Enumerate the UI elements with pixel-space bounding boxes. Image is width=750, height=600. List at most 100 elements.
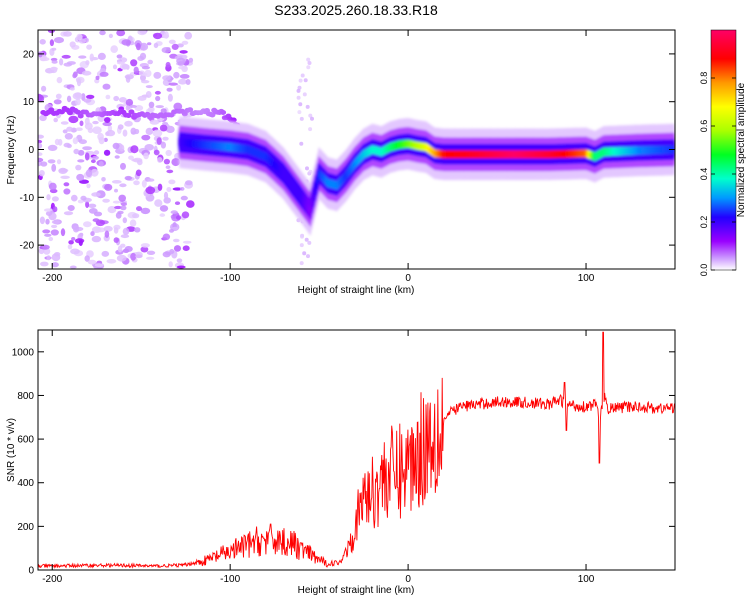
heatmap-cell <box>297 110 302 115</box>
heatmap-cell <box>300 234 304 239</box>
heatmap-cell <box>88 208 98 214</box>
heatmap-cell <box>160 141 166 149</box>
heatmap-cell <box>122 217 128 224</box>
heatmap-cell <box>113 237 120 243</box>
heatmap-cell <box>137 30 147 36</box>
heatmap-cell <box>112 200 121 204</box>
heatmap-cell <box>66 61 76 65</box>
heatmap-cell <box>69 87 75 91</box>
snr-y-tick-label: 400 <box>17 478 34 489</box>
heatmap-cell <box>75 98 81 106</box>
heatmap-cell <box>91 235 102 243</box>
heatmap-cell <box>105 94 111 100</box>
heatmap-cell <box>90 168 99 177</box>
heatmap-cell <box>141 179 147 188</box>
heatmap-cell <box>71 237 76 241</box>
heatmap-cell <box>112 142 120 150</box>
heatmap-cell <box>132 213 140 219</box>
heatmap-cell <box>299 141 304 146</box>
heatmap-cell <box>166 187 172 192</box>
heatmap-cell <box>299 261 304 266</box>
heatmap-ridge <box>178 116 675 236</box>
heatmap-cell <box>104 117 111 123</box>
heatmap-cell <box>128 109 135 115</box>
heatmap-cell <box>168 39 176 44</box>
heatmap-cell <box>80 195 87 201</box>
heatmap-cell <box>305 166 309 171</box>
heatmap-cell <box>47 159 56 164</box>
heatmap-cell <box>62 129 68 134</box>
heatmap-cell <box>149 119 160 125</box>
heatmap-cell <box>46 255 51 261</box>
heatmap-cell <box>61 54 71 59</box>
heatmap-cell <box>68 115 79 124</box>
heatmap-cell <box>72 92 83 100</box>
heatmap-cell <box>63 182 70 187</box>
heatmap-cell <box>78 55 87 59</box>
snr-y-tick-label: 1000 <box>12 347 35 358</box>
snr-plot-frame <box>37 329 676 571</box>
heatmap-cell <box>124 246 133 252</box>
heatmap-cell <box>220 110 227 115</box>
heatmap-cell <box>95 227 106 233</box>
spectrogram-x-tick-label: -200 <box>42 273 62 284</box>
snr-y-tick-label: 200 <box>17 522 34 533</box>
heatmap-cell <box>83 98 92 103</box>
heatmap-cell <box>167 93 173 102</box>
heatmap-cell <box>83 37 90 43</box>
snr-y-tick-label: 0 <box>28 566 34 577</box>
heatmap-cell <box>72 225 80 233</box>
heatmap-cell <box>121 39 132 46</box>
heatmap-cell <box>99 30 106 36</box>
heatmap-cell <box>67 110 73 116</box>
heatmap-cell <box>68 240 74 245</box>
heatmap-cell <box>125 75 131 83</box>
heatmap-cell <box>188 57 194 63</box>
heatmap-cell <box>98 161 104 167</box>
heatmap-cell <box>75 109 81 115</box>
heatmap-cell <box>111 180 122 184</box>
heatmap-cell <box>171 43 179 51</box>
heatmap-cell <box>145 85 153 89</box>
heatmap-cell <box>63 31 72 37</box>
heatmap-cell <box>76 173 85 181</box>
snr-series-area <box>38 331 675 569</box>
snr-series-line <box>38 331 675 569</box>
heatmap-cell <box>153 42 159 49</box>
heatmap-cell <box>308 169 313 174</box>
heatmap-cell <box>77 199 84 204</box>
heatmap-cell <box>97 52 106 61</box>
heatmap-cell <box>141 134 151 141</box>
heatmap-cell <box>296 95 301 100</box>
heatmap-upper-track <box>40 105 241 128</box>
heatmap-cell <box>169 229 174 233</box>
colorbar-label: Normalized spectral amplitude <box>736 82 747 217</box>
heatmap-cell <box>165 165 171 169</box>
heatmap-cell <box>81 70 92 76</box>
heatmap-cell <box>168 179 176 185</box>
snr-x-ticks: -200 -100 0 100 <box>42 330 595 585</box>
heatmap-cell <box>38 134 44 139</box>
heatmap-cell <box>170 210 178 215</box>
heatmap-cell <box>179 74 190 79</box>
heatmap-cell <box>108 33 113 39</box>
heatmap-cell <box>51 262 59 268</box>
heatmap-cell <box>136 206 142 212</box>
colorbar-tick-label: 0.4 <box>699 168 709 181</box>
heatmap-cell <box>79 120 84 127</box>
heatmap-cell <box>129 104 138 108</box>
snr-y-tick-label: 800 <box>17 391 34 402</box>
heatmap-cell <box>45 211 53 217</box>
heatmap-cell <box>230 117 237 123</box>
heatmap-cell <box>42 229 51 234</box>
heatmap-cell <box>156 137 162 145</box>
heatmap-cell <box>92 126 102 134</box>
heatmap-cell <box>154 90 161 95</box>
heatmap-cell <box>77 159 85 163</box>
heatmap-cell <box>113 227 119 234</box>
heatmap-cell <box>91 159 96 164</box>
heatmap-cell <box>38 157 44 163</box>
heatmap-cell <box>40 244 50 250</box>
spectrogram-y-ticks: -20 -10 0 10 20 <box>20 49 675 252</box>
heatmap-cell <box>298 102 303 107</box>
